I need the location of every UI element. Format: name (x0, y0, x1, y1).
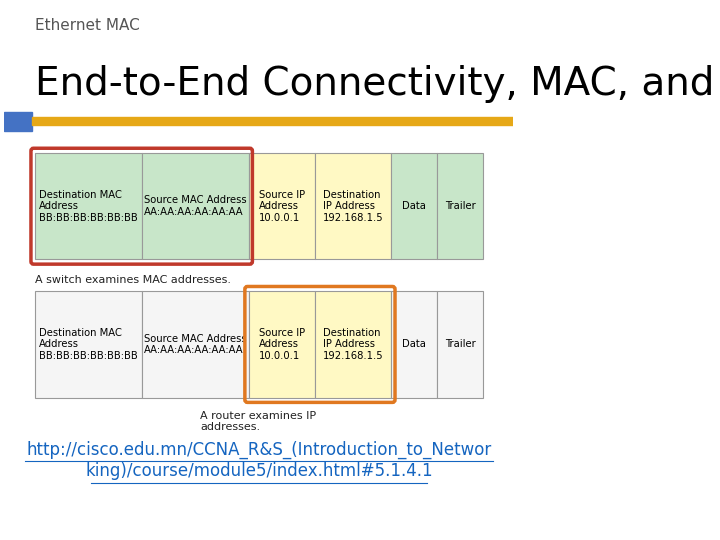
Bar (142, 153, 248, 259)
Bar (248, 153, 315, 259)
Bar (391, 153, 437, 259)
Text: Destination
IP Address
192.168.1.5: Destination IP Address 192.168.1.5 (323, 328, 383, 361)
Text: Destination MAC
Address
BB:BB:BB:BB:BB:BB: Destination MAC Address BB:BB:BB:BB:BB:B… (39, 190, 138, 223)
Bar (437, 291, 483, 397)
Text: End-to-End Connectivity, MAC, and IP: End-to-End Connectivity, MAC, and IP (35, 65, 720, 103)
Bar (437, 153, 483, 259)
Bar (142, 291, 248, 397)
Text: Trailer: Trailer (445, 201, 475, 211)
Bar (35, 153, 142, 259)
Bar (391, 291, 437, 397)
Text: king)/course/module5/index.html#5.1.4.1: king)/course/module5/index.html#5.1.4.1 (85, 462, 433, 480)
Text: Ethernet MAC: Ethernet MAC (35, 18, 140, 33)
Bar (315, 153, 391, 259)
Text: Destination MAC
Address
BB:BB:BB:BB:BB:BB: Destination MAC Address BB:BB:BB:BB:BB:B… (39, 328, 138, 361)
Text: Data: Data (402, 201, 426, 211)
Text: Source IP
Address
10.0.0.1: Source IP Address 10.0.0.1 (258, 190, 305, 223)
Text: A router examines IP
addresses.: A router examines IP addresses. (200, 411, 316, 433)
Bar (315, 291, 391, 397)
Text: http://cisco.edu.mn/CCNA_R&S_(Introduction_to_Networ: http://cisco.edu.mn/CCNA_R&S_(Introducti… (26, 441, 492, 459)
Text: Source MAC Address
AA:AA:AA:AA:AA:AA: Source MAC Address AA:AA:AA:AA:AA:AA (144, 195, 246, 217)
Text: Trailer: Trailer (445, 340, 475, 349)
Text: Source MAC Address
AA:AA:AA:AA:AA:AA: Source MAC Address AA:AA:AA:AA:AA:AA (144, 334, 246, 355)
Bar (248, 291, 315, 397)
Text: Source IP
Address
10.0.0.1: Source IP Address 10.0.0.1 (258, 328, 305, 361)
Bar (32, 117, 513, 125)
Text: Destination
IP Address
192.168.1.5: Destination IP Address 192.168.1.5 (323, 190, 383, 223)
Bar (35, 291, 142, 397)
Text: A switch examines MAC addresses.: A switch examines MAC addresses. (35, 275, 230, 285)
Bar (4, 112, 32, 131)
Text: Data: Data (402, 340, 426, 349)
